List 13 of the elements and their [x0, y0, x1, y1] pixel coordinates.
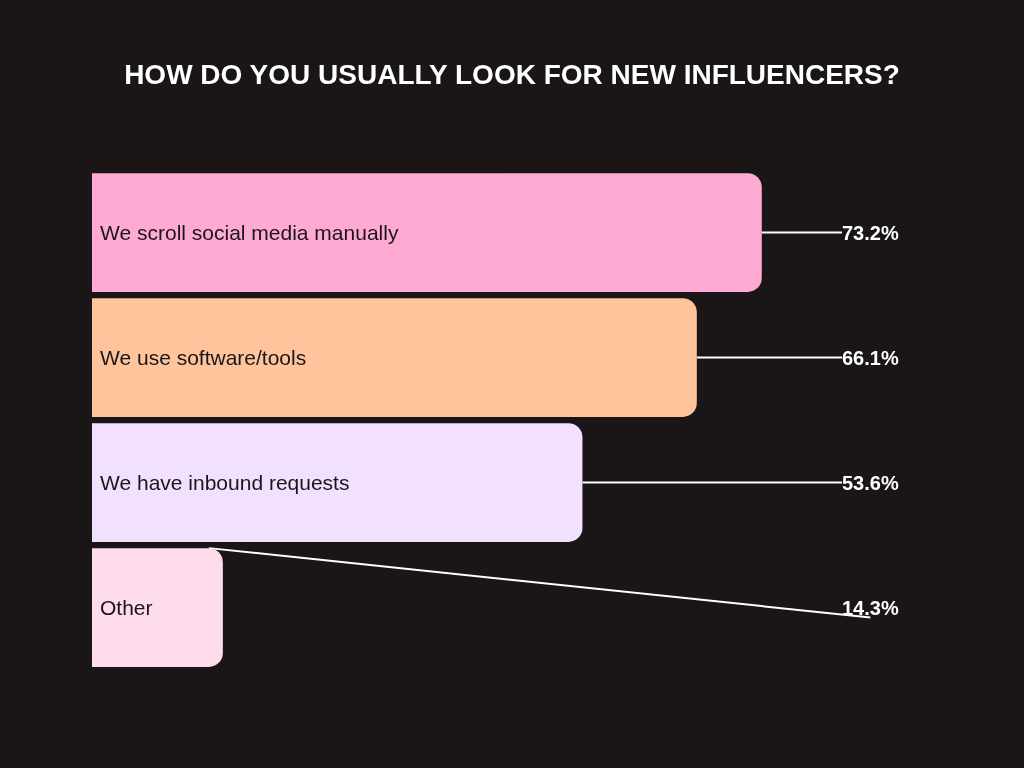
bar — [92, 423, 583, 542]
bar — [92, 298, 697, 417]
y-tick-label: We have inbound requests — [100, 471, 350, 494]
data-label: 53.6% — [842, 471, 899, 494]
chart-title: HOW DO YOU USUALLY LOOK FOR NEW INFLUENCERS? — [124, 58, 900, 90]
data-label: 73.2% — [842, 221, 899, 244]
y-tick-label: Other — [100, 596, 153, 619]
data-label: 66.1% — [842, 346, 899, 369]
bar — [92, 173, 762, 292]
data-label: 14.3% — [842, 596, 899, 619]
bar — [92, 548, 223, 667]
y-tick-label: We use software/tools — [100, 346, 307, 369]
y-tick-label: We scroll social media manually — [100, 221, 399, 244]
